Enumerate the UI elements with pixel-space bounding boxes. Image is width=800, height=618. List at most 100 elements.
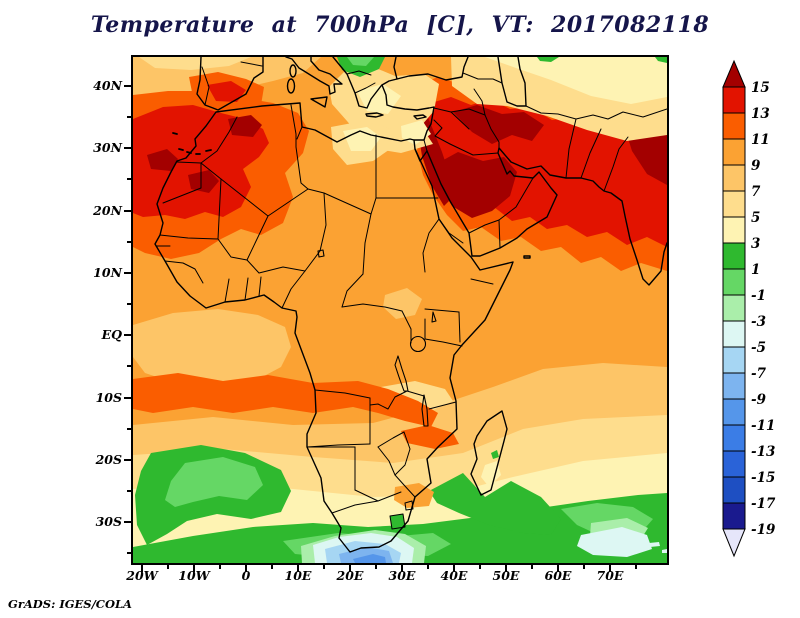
- borders-layer: [155, 61, 667, 530]
- colorbar-segment: [722, 242, 746, 270]
- colorbar-segment: [722, 164, 746, 192]
- lat-tick-label: 30N: [93, 140, 122, 156]
- lat-minor-tick: [127, 365, 131, 368]
- lon-tick-label: 40E: [440, 568, 468, 583]
- colorbar-label: -19: [751, 522, 776, 538]
- kenya-mild-patch: [383, 288, 422, 319]
- lat-minor-tick: [127, 489, 131, 492]
- lat-minor-tick: [127, 552, 131, 555]
- atlas-hot-core: [228, 115, 262, 137]
- lon-tick-label: 0: [241, 568, 251, 583]
- madagascar-green-speck: [491, 450, 499, 459]
- colorbar-label: -1: [751, 288, 766, 304]
- colorbar-segment: [722, 346, 746, 374]
- lon-minor-tick: [374, 565, 377, 569]
- lon-minor-tick: [322, 565, 325, 569]
- lat-tick-label: 20N: [93, 202, 122, 218]
- temperature-map: [133, 57, 667, 563]
- colorbar-label: 1: [751, 262, 760, 278]
- lesotho-green-patch: [390, 514, 405, 529]
- sahara-hot-core: [188, 170, 219, 193]
- se-green-tongue: [429, 473, 561, 535]
- lake-chad: [317, 249, 325, 258]
- colorbar: 15 13 11 9 7 5 3 1 -1 -3 -5 -7 -9 -11 -13 -15 -17 -19: [722, 59, 776, 558]
- lon-major-tick: [192, 565, 195, 572]
- colorbar-segment: [722, 424, 746, 452]
- lon-tick-label: 60E: [544, 568, 572, 583]
- greece-balkans-coastline: [332, 57, 383, 109]
- colorbar-segment: [722, 138, 746, 166]
- lat-major-tick: [124, 396, 131, 399]
- se-cyan-speck-2: [662, 549, 667, 553]
- lon-major-tick: [140, 565, 143, 572]
- colorbar-label: -17: [751, 496, 776, 512]
- lon-tick-label: 20W: [126, 568, 158, 583]
- colorbar-segment: [722, 86, 746, 114]
- se-pale-cyan-patch: [577, 527, 652, 557]
- coastlines-layer: [154, 57, 667, 553]
- arabia-south-asia-coastline: [426, 147, 667, 286]
- grads-credit: GrADS: IGES/COLA: [8, 597, 132, 611]
- colorbar-segment: [722, 398, 746, 426]
- lat-minor-tick: [127, 178, 131, 181]
- lat-major-tick: [124, 271, 131, 274]
- colorbar-segment: [722, 294, 746, 322]
- lon-minor-tick: [530, 565, 533, 569]
- iraq-iran-hot-core: [453, 105, 544, 144]
- mozambique-warm-spot: [401, 425, 459, 449]
- lon-tick-label: 30E: [388, 568, 416, 583]
- black-sea-west-coast: [393, 57, 398, 80]
- lat-tick-label: 40N: [93, 78, 122, 94]
- lat-tick-label: 20S: [95, 451, 122, 467]
- colorbar-label: -11: [751, 418, 775, 434]
- sw-lobe-cooler-core: [165, 457, 263, 507]
- lat-major-tick: [124, 458, 131, 461]
- lat-minor-tick: [127, 240, 131, 243]
- crete-island: [365, 112, 384, 118]
- colorbar-segment: [722, 190, 746, 218]
- lat-minor-tick: [127, 116, 131, 119]
- lat-major-tick: [124, 147, 131, 150]
- lat-tick-label: EQ: [101, 327, 122, 343]
- lon-tick-label: 70E: [596, 568, 624, 583]
- lat-tick-label: 30S: [95, 514, 122, 530]
- lon-tick-label: 10W: [178, 568, 210, 583]
- lat-major-tick: [124, 209, 131, 212]
- colorbar-under-arrow: [722, 528, 746, 558]
- caspian-sea-coastline: [497, 57, 527, 107]
- lon-minor-tick: [270, 565, 273, 569]
- colorbar-label: 15: [751, 80, 770, 96]
- lon-minor-tick: [426, 565, 429, 569]
- lon-major-tick: [452, 565, 455, 572]
- lon-minor-tick: [166, 565, 169, 569]
- iberia-coastline: [196, 57, 264, 111]
- lat-minor-tick: [127, 303, 131, 306]
- lake-turkana: [431, 311, 437, 323]
- colorbar-label: -15: [751, 470, 775, 486]
- lon-major-tick: [400, 565, 403, 572]
- gulf-of-guinea-7-9C: [133, 309, 291, 388]
- lat-tick-label: 10N: [93, 264, 122, 280]
- top-green-sliver-1: [537, 57, 559, 62]
- lon-minor-tick: [478, 565, 481, 569]
- cold-pool-core-blue: [353, 554, 386, 563]
- colorbar-segment: [722, 502, 746, 530]
- cyprus-island: [413, 114, 427, 120]
- map-plot-area: [131, 55, 669, 565]
- nw-africa-hot-core: [147, 149, 178, 171]
- lat-major-tick: [124, 521, 131, 524]
- colorbar-segment: [722, 320, 746, 348]
- lon-major-tick: [608, 565, 611, 572]
- top-green-sliver-2: [655, 57, 667, 63]
- iberia-13-15C: [207, 81, 246, 102]
- colorbar-label: -7: [751, 366, 767, 382]
- lon-major-tick: [296, 565, 299, 572]
- lake-malawi: [421, 394, 429, 427]
- lat-major-tick: [124, 85, 131, 88]
- lon-tick-label: 10E: [284, 568, 312, 583]
- colorbar-label: -9: [751, 392, 767, 408]
- lake-victoria: [409, 335, 427, 353]
- colorbar-segment: [722, 372, 746, 400]
- sardinia-island: [286, 78, 296, 94]
- balkans-green-1-3C: [337, 57, 385, 77]
